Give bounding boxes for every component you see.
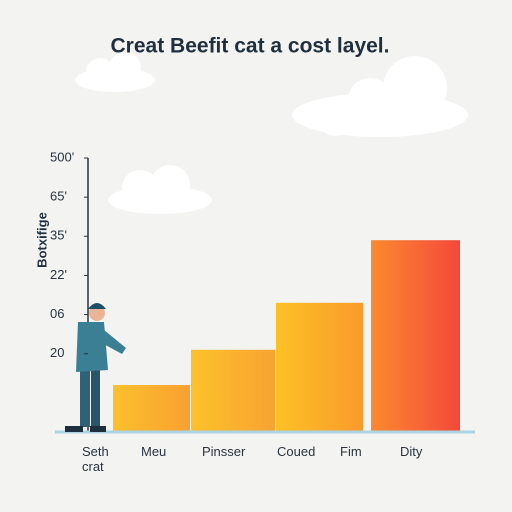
person: [65, 303, 126, 432]
x-tick-label: Meu: [141, 444, 167, 459]
y-tick-label: 06: [50, 306, 64, 321]
y-tick-label: 22': [50, 267, 67, 282]
y-tick-label: 65': [50, 189, 67, 204]
y-tick-label: 500': [50, 149, 74, 164]
bar: [276, 302, 363, 432]
chart-title: Creat Beefit cat a cost layel.: [111, 35, 390, 58]
bars: [113, 240, 460, 432]
x-tick-label: Pinsser: [202, 444, 246, 459]
clouds: [75, 52, 468, 214]
y-tick-label: 20: [50, 345, 64, 360]
x-tick-label: Coued: [277, 444, 316, 459]
x-tick-label: Seth crat: [82, 444, 109, 474]
y-axis-label: Botxifige: [34, 212, 49, 268]
bar: [371, 240, 460, 432]
x-tick-label: Dity: [400, 444, 423, 459]
bar: [113, 385, 190, 432]
x-tick-label: Fim: [340, 444, 362, 459]
y-tick-label: 35': [50, 228, 67, 243]
bar: [191, 349, 275, 432]
